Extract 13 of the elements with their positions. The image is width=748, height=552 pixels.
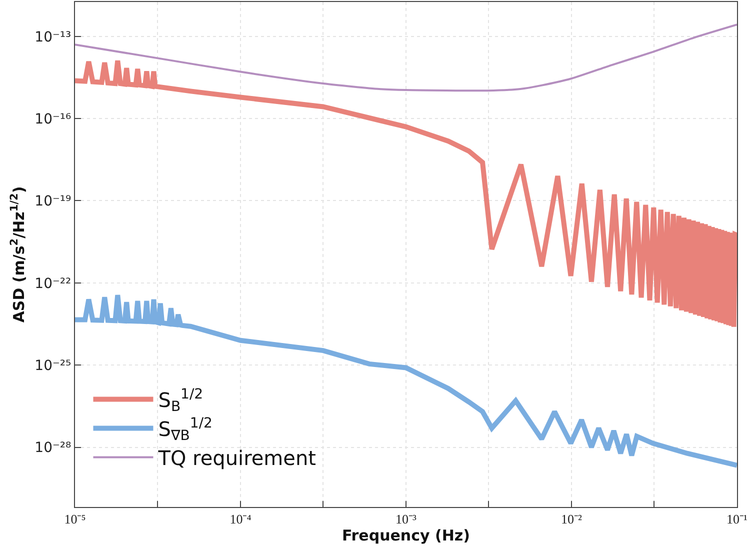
x-tick-label: 10⁻⁵ <box>64 512 86 527</box>
x-axis-title: Frequency (Hz) <box>342 526 470 545</box>
legend-label: TQ requirement <box>157 446 316 470</box>
y-tick-label: 10⁻¹⁶ <box>34 111 72 128</box>
x-tick-label: 10⁻³ <box>396 512 417 527</box>
x-tick-label: 10⁻² <box>561 512 582 527</box>
y-tick-label: 10⁻²⁸ <box>34 440 72 456</box>
x-tick-label: 10⁻¹ <box>726 512 748 527</box>
y-tick-label: 10⁻²² <box>34 276 72 292</box>
y-tick-label: 10⁻²⁵ <box>34 358 72 374</box>
y-tick-label: 10⁻¹³ <box>34 29 72 46</box>
y-tick-label: 10⁻¹⁹ <box>34 194 72 210</box>
x-tick-label: 10⁻⁴ <box>230 512 252 527</box>
